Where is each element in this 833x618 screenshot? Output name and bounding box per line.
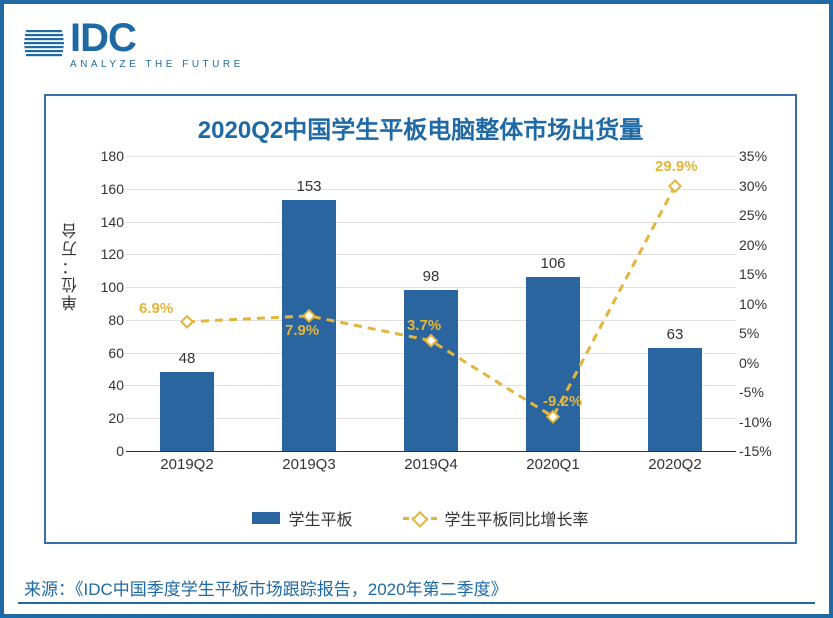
y-right-tick: 0% [739,355,759,371]
globe-icon [24,24,64,64]
source-body: 《IDC中国季度学生平板市场跟踪报告，2020年第二季度》 [75,580,508,599]
baseline [126,451,736,452]
y-right-tick: 30% [739,178,767,194]
y-axis-right: -15%-10%-5%0%5%10%15%20%25%30%35% [739,156,789,451]
y-left-tick: 60 [108,345,124,361]
bar-value-label: 48 [179,350,196,367]
chart-container: 2020Q2中国学生平板电脑整体市场出货量 单位：万台 0 20 40 60 80 100… [44,94,797,544]
bar-value-label: 63 [667,326,684,343]
y-right-tick: 10% [739,296,767,312]
y-right-tick: 35% [739,148,767,164]
y-right-tick: 25% [739,207,767,223]
chart-title: 2020Q2中国学生平板电脑整体市场出货量 [46,110,795,145]
logo-text: IDC ANALYZE THE FUTURE [70,18,244,70]
gridline [126,254,736,255]
idc-logo: IDC ANALYZE THE FUTURE [24,18,244,70]
y-right-tick: -10% [739,414,772,430]
y-left-tick: 20 [108,410,124,426]
y-left-tick: 160 [101,181,124,197]
gridline [126,189,736,190]
x-tick: 2019Q4 [404,456,457,473]
y-right-tick: 20% [739,237,767,253]
bar [526,277,581,451]
bar [404,290,459,451]
source-text: 来源：《IDC中国季度学生平板市场跟踪报告，2020年第二季度》 [24,575,508,600]
y-axis-left: 020406080100120140160180 [86,156,124,451]
bar-value-label: 153 [296,178,321,195]
bar-value-label: 98 [423,268,440,285]
logo-tagline: ANALYZE THE FUTURE [70,60,244,70]
legend: 学生平板 学生平板同比增长率 [46,506,795,530]
line-value-label: 3.7% [407,317,441,334]
y-left-tick: 0 [116,443,124,459]
legend-bar-label: 学生平板 [288,506,352,530]
y-right-tick: -5% [739,384,764,400]
source-prefix: 来源： [24,580,75,599]
legend-item-bar: 学生平板 [252,506,352,530]
y-left-tick: 40 [108,377,124,393]
source-underline [18,602,815,604]
line-value-label: -9.2% [543,393,582,410]
bar-value-label: 106 [540,255,565,272]
legend-item-line: 学生平板同比增长率 [403,506,589,530]
line-marker [669,180,680,191]
y-left-tick: 180 [101,148,124,164]
bar [648,348,703,451]
gridline [126,287,736,288]
line-value-label: 6.9% [139,300,173,317]
x-tick: 2019Q3 [282,456,335,473]
y-right-tick: 5% [739,325,759,341]
y-right-tick: 15% [739,266,767,282]
y-left-tick: 100 [101,279,124,295]
x-tick: 2020Q1 [526,456,579,473]
y-left-tick: 80 [108,312,124,328]
plot-area: 482019Q21532019Q3982019Q41062020Q1632020… [126,156,736,451]
line-value-label: 7.9% [285,322,319,339]
x-tick: 2020Q2 [648,456,701,473]
y-left-tick: 120 [101,246,124,262]
bar [160,372,215,451]
y-right-tick: -15% [739,443,772,459]
gridline [126,222,736,223]
page-frame: IDC ANALYZE THE FUTURE 2020Q2中国学生平板电脑整体市… [0,0,833,618]
logo-brand: IDC [70,18,244,58]
legend-line-label: 学生平板同比增长率 [445,506,589,530]
legend-bar-swatch [252,512,280,524]
line-marker [181,316,192,327]
line-value-label: 29.9% [655,158,698,175]
gridline [126,156,736,157]
legend-line-swatch [403,517,437,520]
y-left-tick: 140 [101,214,124,230]
y-axis-label: 单位：万台 [60,221,84,311]
x-tick: 2019Q2 [160,456,213,473]
